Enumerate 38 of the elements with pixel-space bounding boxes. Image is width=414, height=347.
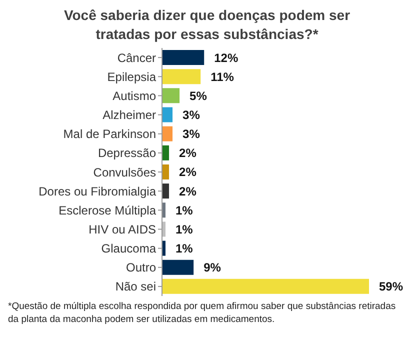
bar xyxy=(162,88,180,104)
data-label: 2% xyxy=(179,146,197,160)
data-label: 1% xyxy=(176,242,194,256)
bar xyxy=(162,107,173,122)
bar xyxy=(162,145,170,160)
data-label: 3% xyxy=(182,108,200,122)
bar xyxy=(162,260,194,275)
data-label: 2% xyxy=(179,184,197,198)
bar xyxy=(162,164,170,180)
y-tick-label: Depressão xyxy=(98,146,156,160)
data-label: 12% xyxy=(214,50,238,65)
data-label: 3% xyxy=(182,127,200,142)
y-tick-label: Convulsões xyxy=(93,165,156,180)
y-tick-label: Alzheimer xyxy=(102,108,156,122)
y-tick-label: Glaucoma xyxy=(101,242,156,256)
data-label: 5% xyxy=(190,88,208,103)
y-tick-label: HIV ou AIDS xyxy=(88,222,156,236)
y-tick-label: Câncer xyxy=(117,50,156,65)
data-label: 11% xyxy=(210,70,234,84)
chart-title: Você saberia dizer que doenças podem ser tratadas por essas substâncias?* xyxy=(62,6,352,44)
y-tick-label: Epilepsia xyxy=(107,70,156,84)
text: *Questão de múltipla escolha respondida por quem afirmou saber que substâncias retiradas da planta da maconha podem ser utilizadas em medicamentos. xyxy=(8,300,397,326)
bar xyxy=(162,50,204,65)
bar xyxy=(162,69,201,84)
bar xyxy=(162,184,170,199)
bar xyxy=(162,278,369,294)
y-tick-label: Dores ou Fibromialgia xyxy=(38,184,156,198)
data-label: 2% xyxy=(179,165,197,180)
data-label: 9% xyxy=(204,260,222,275)
y-tick-label: Esclerose Múltipla xyxy=(58,203,156,218)
y-tick-label: Outro xyxy=(126,260,156,275)
y-tick-label: Mal de Parkinson xyxy=(63,127,156,142)
y-tick-label: Não sei xyxy=(115,280,156,294)
data-label: 1% xyxy=(176,222,194,236)
bar xyxy=(162,126,173,142)
data-label: 59% xyxy=(379,280,404,294)
y-tick-label: Autismo xyxy=(112,88,156,103)
data-label: 1% xyxy=(176,203,194,218)
